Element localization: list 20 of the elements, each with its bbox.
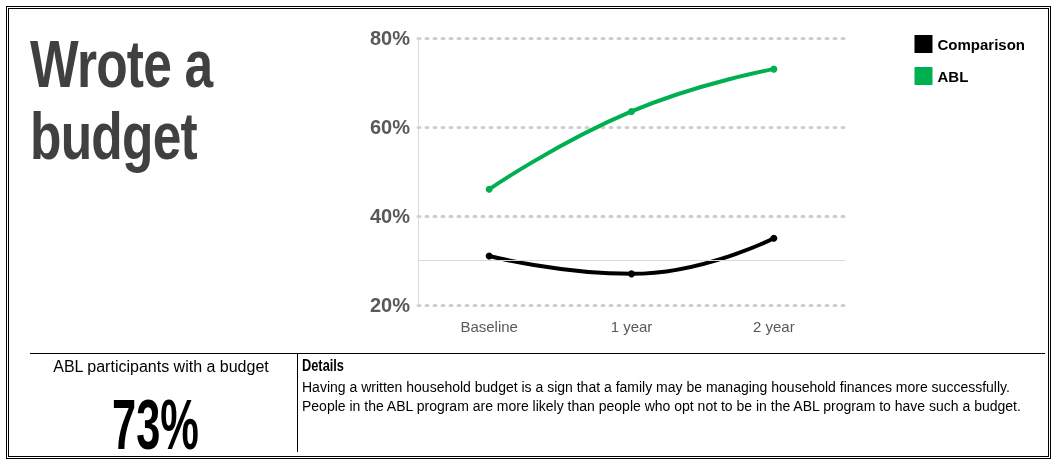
legend-label: Comparison <box>937 35 1026 53</box>
chart-title: Wrote a budget <box>30 27 215 173</box>
text: Having a written household budget is a sign that a family may be managing household finances more successfully. People in the ABL program are more likely than people who opt not to be in the ABL program to have such a budget. <box>302 378 1022 416</box>
y-tick-label: 60% <box>369 116 411 138</box>
x-tick-label: 1 year <box>610 318 653 335</box>
legend-label: ABL <box>937 67 969 85</box>
y-tick-label: 40% <box>369 205 411 227</box>
point <box>628 270 635 278</box>
point <box>628 107 635 115</box>
point <box>770 65 778 73</box>
y-tick-label: 20% <box>369 294 411 316</box>
text: Details <box>302 357 344 375</box>
text: ABL participants with a budget <box>52 358 270 376</box>
point <box>770 234 778 242</box>
point <box>485 185 493 193</box>
x-tick-label: Baseline <box>460 318 518 335</box>
text: 73% <box>112 385 199 465</box>
x-tick-label: 2 year <box>752 318 795 335</box>
y-tick-label: 80% <box>369 27 411 49</box>
point <box>485 252 493 260</box>
